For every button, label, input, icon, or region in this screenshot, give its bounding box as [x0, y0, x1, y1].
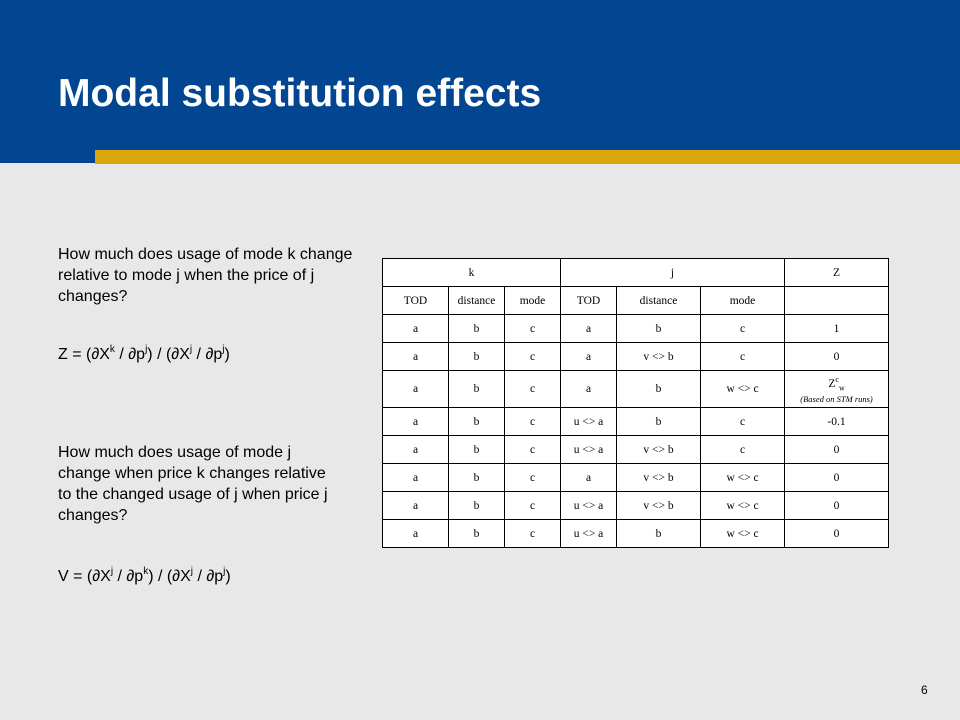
table-cell: w <> c — [699, 463, 786, 492]
question-1: How much does usage of mode k change rel… — [58, 246, 353, 305]
column-header: distance — [616, 286, 701, 315]
table-cell: b — [448, 370, 505, 408]
table-cell: b — [616, 407, 701, 436]
table-cell: b — [448, 407, 505, 436]
table-cell: c — [504, 491, 561, 520]
group-header-j: j — [559, 258, 786, 287]
substitution-table: k j Z TOD distance mode TOD distance mod… — [382, 258, 890, 548]
slide-title: Modal substitution effects — [58, 72, 542, 115]
table-cell: a — [382, 519, 449, 548]
page-number: 6 — [921, 683, 928, 697]
table-cell: a — [382, 435, 449, 464]
column-header — [784, 286, 890, 315]
table-cell: c — [504, 407, 561, 436]
column-header: TOD — [560, 286, 617, 315]
table-cell: c — [504, 314, 561, 343]
formula-z: Z = (∂Xk / ∂pj) / (∂Xj / ∂pj) — [58, 343, 230, 363]
table-cell: -0.1 — [784, 407, 890, 436]
table-cell: a — [382, 407, 449, 436]
table-cell: b — [448, 491, 505, 520]
table-cell: 0 — [784, 519, 890, 548]
table-cell: c — [504, 342, 561, 371]
table-cell: 1 — [784, 314, 890, 343]
table-cell: u <> a — [560, 491, 617, 520]
zw-note: (Based on STM runs) — [800, 394, 873, 405]
table-cell: b — [448, 463, 505, 492]
table-cell: c — [699, 407, 786, 436]
table-cell: a — [560, 370, 617, 408]
column-header: TOD — [382, 286, 449, 315]
table-row: a b c u <> a v <> b w <> c 0 — [382, 491, 890, 520]
table-cell: c — [699, 314, 786, 343]
column-header: mode — [699, 286, 786, 315]
table-cell: a — [560, 342, 617, 371]
table-cell: c — [504, 463, 561, 492]
column-header: mode — [504, 286, 561, 315]
table-cell: u <> a — [560, 435, 617, 464]
table-cell: b — [616, 370, 701, 408]
table-cell: v <> b — [616, 435, 701, 464]
table-cell: b — [616, 314, 701, 343]
zw-symbol: Zcw — [828, 374, 845, 393]
table-cell: c — [504, 519, 561, 548]
table-cell: a — [382, 463, 449, 492]
table-row: a b c a v <> b c 0 — [382, 342, 890, 371]
column-header: distance — [448, 286, 505, 315]
table-cell: u <> a — [560, 407, 617, 436]
table-cell: b — [448, 435, 505, 464]
table-row: a b c u <> a b c -0.1 — [382, 407, 890, 436]
table-cell: w <> c — [699, 370, 786, 408]
table-row: a b c u <> a b w <> c 0 — [382, 519, 890, 548]
table-cell: a — [382, 370, 449, 408]
table-cell: u <> a — [560, 519, 617, 548]
table-cell: v <> b — [616, 491, 701, 520]
table-cell: b — [616, 519, 701, 548]
table-row: a b c a v <> b w <> c 0 — [382, 463, 890, 492]
header-band — [0, 0, 960, 163]
question-2: How much does usage of mode j change whe… — [58, 444, 328, 524]
table-row: a b c a b c 1 — [382, 314, 890, 343]
table-cell: b — [448, 314, 505, 343]
table-cell: a — [382, 491, 449, 520]
group-header-row: k j Z — [382, 258, 890, 287]
header-accent-stripe — [95, 150, 960, 164]
table-cell: 0 — [784, 342, 890, 371]
table-cell: 0 — [784, 463, 890, 492]
table-row: a b c u <> a v <> b c 0 — [382, 435, 890, 464]
table-cell: 0 — [784, 491, 890, 520]
table-cell: b — [448, 519, 505, 548]
table-cell: w <> c — [699, 519, 786, 548]
table-cell: c — [699, 435, 786, 464]
table-cell: c — [504, 435, 561, 464]
table-row: a b c a b w <> c Zcw (Based on STM runs) — [382, 370, 890, 408]
table-cell: c — [699, 342, 786, 371]
formula-v: V = (∂Xj / ∂pk) / (∂Xj / ∂pj) — [58, 565, 231, 585]
table-cell: w <> c — [699, 491, 786, 520]
zw-cell: Zcw (Based on STM runs) — [784, 370, 890, 408]
table-cell: v <> b — [616, 463, 701, 492]
group-header-z: Z — [784, 258, 890, 287]
table-cell: c — [504, 370, 561, 408]
table-cell: a — [560, 314, 617, 343]
table-cell: a — [560, 463, 617, 492]
column-header-row: TOD distance mode TOD distance mode — [382, 286, 890, 315]
table-cell: a — [382, 342, 449, 371]
table-cell: a — [382, 314, 449, 343]
table-cell: v <> b — [616, 342, 701, 371]
table-cell: b — [448, 342, 505, 371]
group-header-k: k — [382, 258, 561, 287]
table-cell: 0 — [784, 435, 890, 464]
